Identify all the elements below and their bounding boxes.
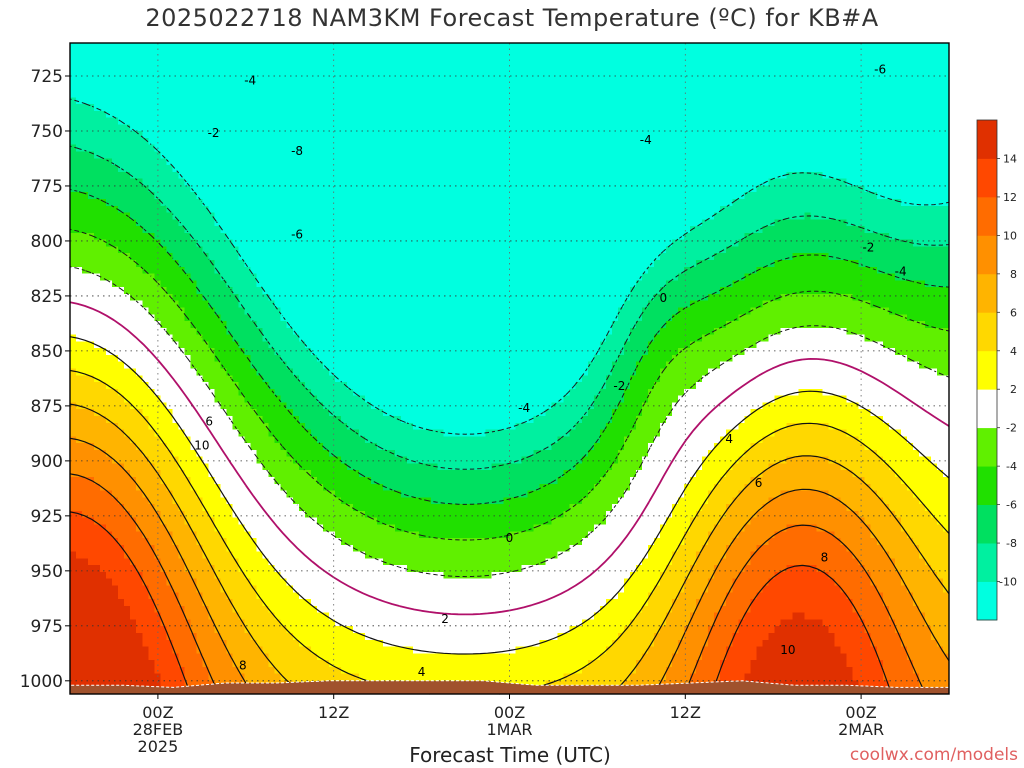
temperature-field <box>70 43 950 695</box>
colorbar-swatch <box>977 543 997 582</box>
contour-line <box>69 228 950 541</box>
contour-line <box>69 511 893 695</box>
y-tick-label: 975 <box>31 617 63 637</box>
chart-title: 2025022718 NAM3KM Forecast Temperature (… <box>145 4 879 32</box>
contour-label: -6 <box>874 62 886 76</box>
contour-line <box>69 188 950 505</box>
colorbar-label: -8 <box>1006 537 1017 550</box>
y-tick-label: 725 <box>31 67 63 87</box>
contour-line <box>69 98 950 435</box>
contour-label: -4 <box>640 133 652 147</box>
contour-label: -8 <box>291 144 303 158</box>
x-tick-label: 28FEB <box>133 720 184 739</box>
y-tick-label: 750 <box>31 122 63 142</box>
colorbar-swatch <box>977 466 997 506</box>
colorbar-swatch <box>977 312 997 352</box>
contour-label: 10 <box>780 643 795 657</box>
contour-line <box>69 266 950 578</box>
gridlines <box>70 43 949 694</box>
contour-label: 8 <box>821 551 829 565</box>
colorbar-swatch <box>977 273 997 313</box>
y-tick-label: 875 <box>31 397 63 417</box>
y-tick-label: 800 <box>31 232 63 252</box>
colorbar-label: -4 <box>1006 460 1017 473</box>
contour-label: 0 <box>506 531 514 545</box>
x-tick-label: 00Z <box>142 703 173 722</box>
colorbar-swatch <box>977 581 997 621</box>
contour-labels: -4 -2 -8 -6 -4 -6 -2 -4 0 -2 -4 0 2 4 4 6 8 10 6 10 8 <box>194 62 906 679</box>
x-tick-label: 00Z <box>494 703 525 722</box>
x-axis-title: Forecast Time (UTC) <box>409 743 611 767</box>
contour-label: -4 <box>518 401 530 415</box>
y-axis: 725 750 775 800 825 850 875 900 925 950 975 1000 <box>20 67 70 692</box>
contour-label: 10 <box>194 438 209 452</box>
contour-line <box>69 437 950 695</box>
x-tick-label: 00Z <box>845 703 876 722</box>
colorbar-label: -6 <box>1006 499 1017 512</box>
colorbar-swatch <box>977 120 997 159</box>
colorbar-label: -2 <box>1006 422 1017 435</box>
colorbar-label: 8 <box>1010 268 1017 281</box>
y-tick-label: 950 <box>31 562 63 582</box>
terrain-surface <box>69 680 950 695</box>
contour-label: 4 <box>418 665 426 679</box>
y-tick-label: 775 <box>31 177 63 197</box>
contour-label: 6 <box>205 414 213 428</box>
contour-line <box>69 301 950 616</box>
contour-label: 0 <box>660 291 668 305</box>
y-tick-label: 900 <box>31 452 63 472</box>
colorbar-label: 10 <box>1003 229 1017 242</box>
contour-label: 4 <box>725 432 733 446</box>
y-tick-label: 850 <box>31 342 63 362</box>
y-tick-label: 925 <box>31 507 63 527</box>
contour-label: -2 <box>208 126 220 140</box>
contour-label: -4 <box>244 73 256 87</box>
x-tick-label: 12Z <box>318 703 349 722</box>
colorbar-swatch <box>977 350 997 390</box>
colorbar-swatch <box>977 504 997 544</box>
x-tick-label: 2MAR <box>838 720 884 739</box>
contour-label: -2 <box>613 379 625 393</box>
colorbar-label: 14 <box>1003 152 1017 165</box>
contour-label: 6 <box>755 476 763 490</box>
x-tick-label: 12Z <box>670 703 701 722</box>
colorbar-swatch <box>977 196 997 236</box>
colorbar-swatch <box>977 158 997 198</box>
contour-label: 2 <box>441 612 449 626</box>
colorbar-label: 12 <box>1003 191 1017 204</box>
colorbar-label: 2 <box>1010 383 1017 396</box>
contour-line <box>69 336 950 655</box>
contour-label: -6 <box>291 227 303 241</box>
colorbar-label: 4 <box>1010 345 1017 358</box>
contour-line <box>69 145 950 470</box>
contour-label: -4 <box>895 265 907 279</box>
y-tick-label: 1000 <box>20 672 63 692</box>
x-tick-label: 2025 <box>138 737 179 756</box>
colorbar-label: -10 <box>999 576 1017 589</box>
colorbar: -10 -8 -6 -4 -2 2 4 6 8 10 12 14 <box>976 119 1017 621</box>
contour-label: 8 <box>239 658 247 672</box>
colorbar-swatch <box>977 427 997 467</box>
colorbar-label: 6 <box>1010 306 1017 319</box>
contour-lines <box>69 98 950 695</box>
colorbar-swatch <box>977 389 997 429</box>
contour-line <box>69 403 950 695</box>
x-tick-label: 1MAR <box>486 720 532 739</box>
credit-link[interactable]: coolwx.com/models <box>849 745 1018 765</box>
y-tick-label: 825 <box>31 287 63 307</box>
colorbar-swatch <box>977 235 997 275</box>
contour-label: -2 <box>862 241 874 255</box>
